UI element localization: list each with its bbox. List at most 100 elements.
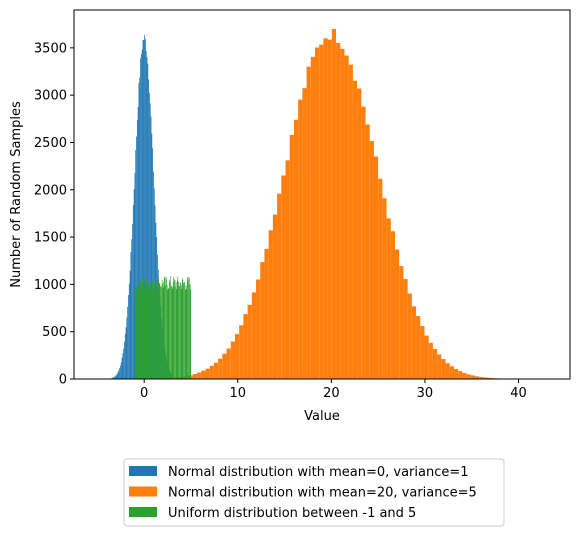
histogram-bar xyxy=(145,51,147,379)
histogram-bar xyxy=(131,239,133,379)
histogram-bar xyxy=(306,66,311,379)
histogram-bar xyxy=(161,287,162,379)
histogram-bar xyxy=(272,214,278,379)
histogram-bar xyxy=(122,353,124,379)
histogram-bar xyxy=(134,173,136,379)
y-tick-label: 2000 xyxy=(34,183,67,198)
histogram-bar xyxy=(205,368,210,379)
histogram-bar xyxy=(289,134,294,379)
histogram-bar xyxy=(285,160,290,379)
histogram-bar xyxy=(142,277,143,379)
x-axis-label: Value xyxy=(304,409,340,424)
histogram-bar xyxy=(151,290,152,379)
histogram-bar xyxy=(165,285,166,379)
histogram-bar xyxy=(251,292,257,379)
histogram-bar xyxy=(152,148,154,379)
histogram-bar xyxy=(163,281,165,379)
histogram-bar xyxy=(130,252,132,379)
histogram-bar xyxy=(458,371,463,379)
histogram-bar xyxy=(114,376,116,379)
histogram-bar xyxy=(116,374,117,379)
x-tick-label: 10 xyxy=(230,386,247,401)
histogram-bar xyxy=(475,376,480,379)
legend-swatch xyxy=(129,466,157,476)
histogram-bar xyxy=(154,289,156,379)
histogram-bar xyxy=(470,375,476,379)
histogram-bar xyxy=(173,277,174,379)
histogram-bar xyxy=(156,290,158,379)
y-axis-ticks: 0 500 1000 1500 2000 2500 3000 3500 xyxy=(34,41,74,388)
histogram-bar xyxy=(136,119,138,380)
histogram-bar xyxy=(302,88,307,379)
histogram-bar xyxy=(111,377,113,379)
histogram-bar xyxy=(186,285,188,379)
histogram-bar xyxy=(147,289,148,379)
histogram-bar xyxy=(159,282,161,379)
histogram-bar xyxy=(234,334,240,379)
histogram-bar xyxy=(144,35,145,379)
histogram-bar xyxy=(293,119,299,380)
histogram-bar xyxy=(169,280,170,379)
histogram-bar xyxy=(441,359,446,379)
histogram-bar xyxy=(344,55,349,379)
histogram-bar xyxy=(424,335,429,379)
histogram-bar xyxy=(153,277,155,379)
histogram-bar xyxy=(113,377,115,379)
histogram-bar xyxy=(143,278,145,379)
histogram-bar xyxy=(164,276,166,379)
histogram-bar xyxy=(120,362,122,379)
histogram-bar xyxy=(243,314,248,379)
histogram-bar xyxy=(121,357,123,379)
histogram-bar xyxy=(189,277,190,379)
histogram-bar xyxy=(145,284,147,379)
histogram-bar xyxy=(178,285,180,379)
histogram-bar xyxy=(479,376,484,379)
histogram-bar xyxy=(218,358,223,379)
histogram-bar xyxy=(319,44,324,379)
histogram-bar xyxy=(128,283,130,379)
axes-frame xyxy=(73,9,571,380)
histogram-bar xyxy=(169,282,171,379)
histogram-bar xyxy=(175,282,177,379)
histogram-bar xyxy=(141,279,142,379)
x-tick-label: 40 xyxy=(510,386,527,401)
histogram-bar xyxy=(132,224,133,379)
bars-layer xyxy=(104,28,530,380)
histogram-bar xyxy=(116,373,118,379)
histogram-bar xyxy=(178,281,179,379)
histogram-bar xyxy=(128,294,129,379)
histogram-bar xyxy=(453,369,459,379)
histogram-bar xyxy=(176,289,177,379)
histogram-bar xyxy=(149,283,151,379)
histogram-bar xyxy=(416,316,421,379)
histogram-bar xyxy=(185,289,186,379)
histogram-bar xyxy=(137,107,139,379)
histogram-bar xyxy=(126,317,128,379)
histogram-bar xyxy=(378,178,383,379)
histogram-bar xyxy=(179,282,181,379)
x-axis-ticks: 0 10 20 30 40 xyxy=(140,379,527,401)
histogram-bar xyxy=(331,28,337,379)
legend-box xyxy=(123,458,505,527)
histogram-bar xyxy=(162,283,163,379)
histogram-bar xyxy=(390,231,395,379)
histogram-bar xyxy=(138,285,140,379)
histogram-bar xyxy=(139,288,140,379)
histogram-bar xyxy=(177,276,179,379)
histogram-bar xyxy=(160,286,161,379)
histogram-bar xyxy=(155,284,156,379)
histogram-bar xyxy=(118,370,120,379)
histogram-bar xyxy=(277,193,282,379)
y-tick-label: 3500 xyxy=(34,41,67,56)
histogram-bar xyxy=(268,230,273,379)
histogram-bar xyxy=(462,372,467,379)
histogram-bar xyxy=(171,285,172,379)
histogram-bar xyxy=(185,288,187,379)
histogram-bar xyxy=(146,277,147,379)
histogram-bar xyxy=(140,287,142,379)
histogram-bar xyxy=(133,189,135,379)
histogram-bar xyxy=(180,289,182,379)
histogram-bar xyxy=(158,278,160,379)
histogram-bar xyxy=(188,277,189,379)
histogram-bar xyxy=(136,290,138,379)
